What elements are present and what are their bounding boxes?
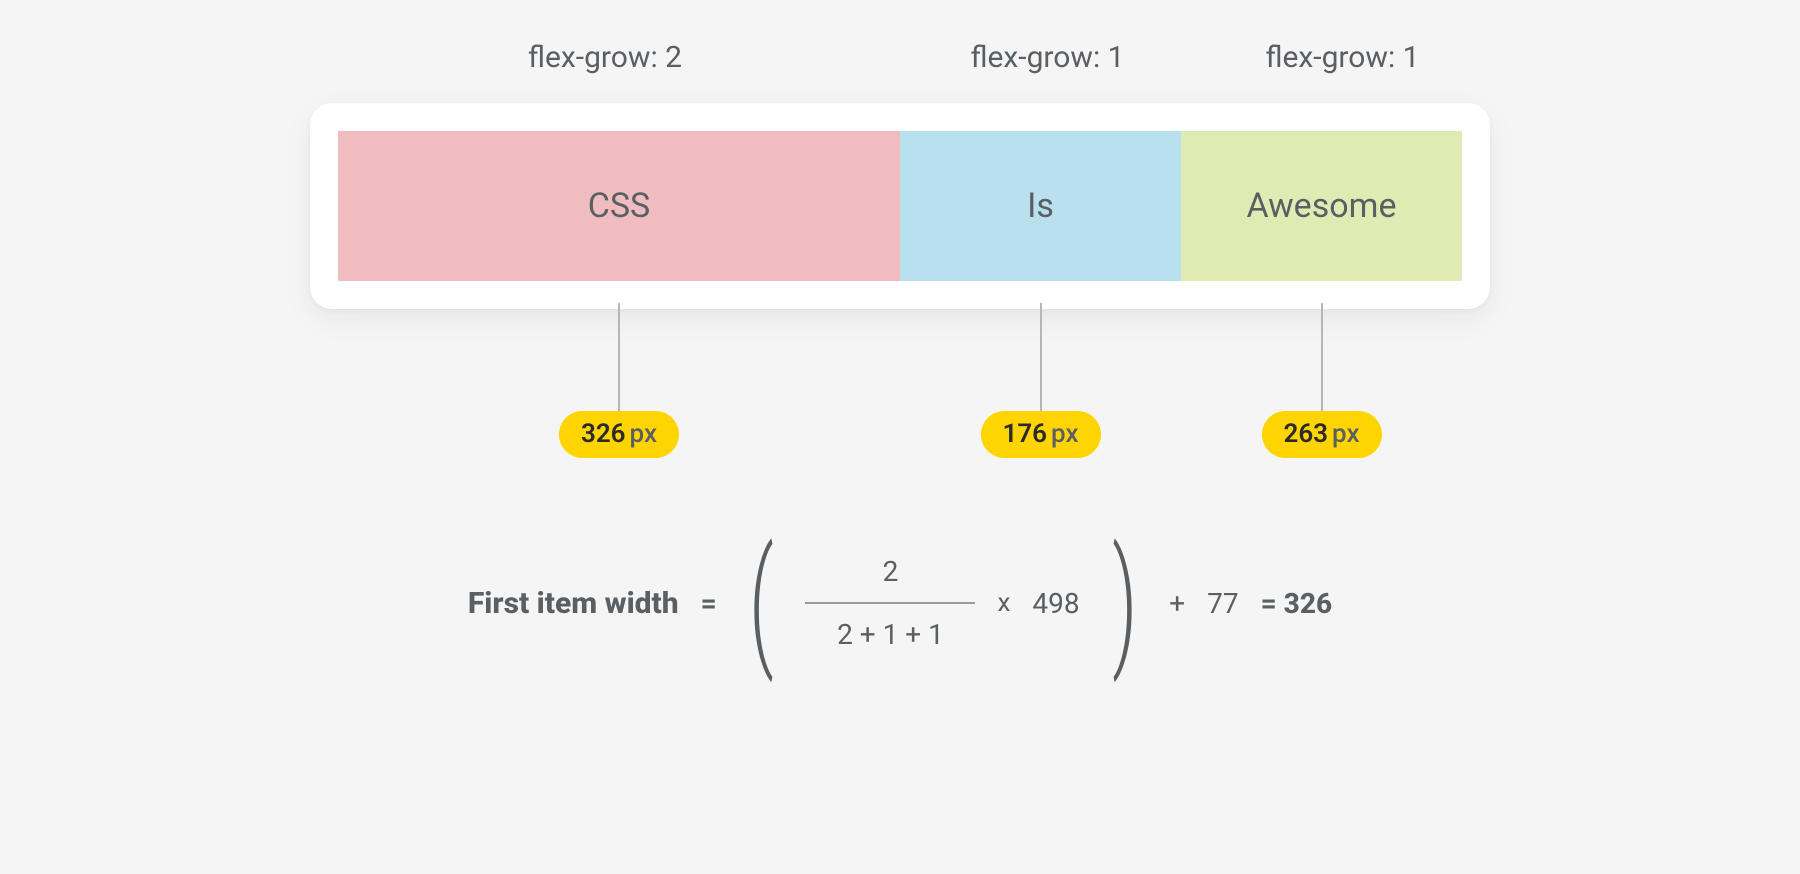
flex-item-css: CSS: [338, 131, 900, 281]
formula-result: 326: [1284, 587, 1332, 620]
formula-eq2-text: =: [1261, 587, 1277, 620]
fraction-bar: [805, 602, 975, 604]
diagram-stage: flex-grow: 2 flex-grow: 1 flex-grow: 1 C…: [310, 40, 1490, 673]
width-unit-1: px: [630, 419, 658, 449]
formula-equals-1: =: [701, 587, 717, 620]
width-leaders: 326 px 176 px 263 px: [310, 303, 1490, 473]
width-unit-2: px: [1051, 419, 1079, 449]
flex-item-awesome: Awesome: [1181, 131, 1462, 281]
formula-addend: 77: [1207, 587, 1238, 620]
flex-bar: CSS Is Awesome: [338, 131, 1462, 281]
formula-plus: +: [1169, 587, 1185, 620]
flex-grow-labels-row: flex-grow: 2 flex-grow: 1 flex-grow: 1: [310, 40, 1490, 75]
width-value-3: 263: [1283, 419, 1328, 449]
formula-fraction: 2 2 + 1 + 1: [805, 555, 975, 651]
width-pill-2: 176 px: [980, 411, 1100, 458]
paren-open-icon: (: [749, 533, 774, 673]
width-value-1: 326: [581, 419, 626, 449]
paren-close-icon: ): [1112, 533, 1137, 673]
flex-grow-label-3: flex-grow: 1: [1195, 40, 1490, 75]
width-value-2: 176: [1002, 419, 1047, 449]
formula-row: First item width = ( 2 2 + 1 + 1 x 498 )…: [310, 533, 1490, 673]
flex-container-card: CSS Is Awesome: [310, 103, 1490, 309]
flex-grow-label-2: flex-grow: 1: [900, 40, 1195, 75]
leader-line-2: [1040, 303, 1042, 413]
formula: First item width = ( 2 2 + 1 + 1 x 498 )…: [468, 533, 1332, 673]
formula-lhs: First item width: [468, 586, 679, 621]
width-pill-1: 326 px: [559, 411, 679, 458]
width-pill-3: 263 px: [1261, 411, 1381, 458]
flex-grow-label-1: flex-grow: 2: [310, 40, 900, 75]
flex-item-is: Is: [900, 131, 1181, 281]
formula-multiplier: 498: [1032, 587, 1079, 620]
formula-times: x: [997, 588, 1010, 618]
fraction-denominator: 2 + 1 + 1: [837, 618, 944, 651]
leader-line-3: [1321, 303, 1323, 413]
formula-equals-2: = 326: [1261, 587, 1333, 620]
width-unit-3: px: [1332, 419, 1360, 449]
fraction-numerator: 2: [883, 555, 899, 588]
leader-line-1: [618, 303, 620, 413]
